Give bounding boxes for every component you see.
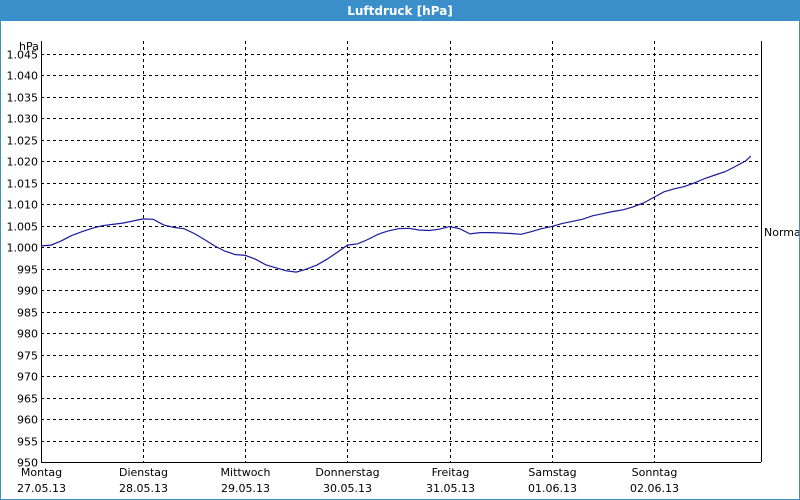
- x-tick-day: Dienstag: [119, 466, 168, 479]
- y-tick-label: 1.005: [7, 221, 39, 234]
- x-tick-date: 30.05.13: [323, 482, 372, 495]
- y-tick-label: 1.010: [7, 199, 39, 212]
- x-tick-date: 02.06.13: [630, 482, 679, 495]
- y-tick-label: 1.030: [7, 113, 39, 126]
- x-tick-day: Montag: [21, 466, 62, 479]
- y-tick-label: 990: [17, 285, 38, 298]
- grid: [41, 41, 761, 462]
- y-tick-label: 1.040: [7, 70, 39, 83]
- x-tick-day: Samstag: [528, 466, 576, 479]
- y-tick-label: 1.015: [7, 178, 39, 191]
- x-tick-day: Mittwoch: [221, 466, 271, 479]
- y-tick-label: 970: [17, 371, 38, 384]
- x-tick-date: 28.05.13: [119, 482, 168, 495]
- y-tick-label: 1.020: [7, 156, 39, 169]
- y-tick-label: 955: [17, 436, 38, 449]
- reference-label: Normal: [764, 226, 799, 239]
- y-tick-label: 1.045: [7, 49, 39, 62]
- y-tick-label: 1.000: [7, 242, 39, 255]
- y-tick-label: 1.025: [7, 135, 39, 148]
- x-tick-date: 27.05.13: [17, 482, 66, 495]
- pressure-chart: 1.045 1.040 1.035 1.030 1.025 1.020 1.015 1.010…: [7, 40, 800, 495]
- x-tick-date: 01.06.13: [528, 482, 577, 495]
- x-tick-date: 29.05.13: [221, 482, 270, 495]
- window-title: Luftdruck [hPa]: [1, 1, 799, 21]
- axes: [41, 41, 762, 463]
- y-tick-label: 995: [17, 264, 38, 277]
- x-tick-day: Sonntag: [632, 466, 678, 479]
- x-tick-day: Donnerstag: [315, 466, 379, 479]
- y-tick-label: 980: [17, 328, 38, 341]
- y-tick-label: 1.035: [7, 92, 39, 105]
- x-tick-day: Freitag: [432, 466, 470, 479]
- y-tick-label: 960: [17, 414, 38, 427]
- y-tick-label: 950: [17, 457, 38, 470]
- y-axis-label: hPa: [19, 40, 39, 53]
- x-tick-date: 31.05.13: [426, 482, 475, 495]
- labels: 1.045 1.040 1.035 1.030 1.025 1.020 1.015 1.010…: [7, 40, 800, 495]
- pressure-series-line: [40, 155, 752, 273]
- y-tick-label: 985: [17, 307, 38, 320]
- y-tick-label: 965: [17, 393, 38, 406]
- y-tick-label: 975: [17, 350, 38, 363]
- series: [40, 155, 752, 273]
